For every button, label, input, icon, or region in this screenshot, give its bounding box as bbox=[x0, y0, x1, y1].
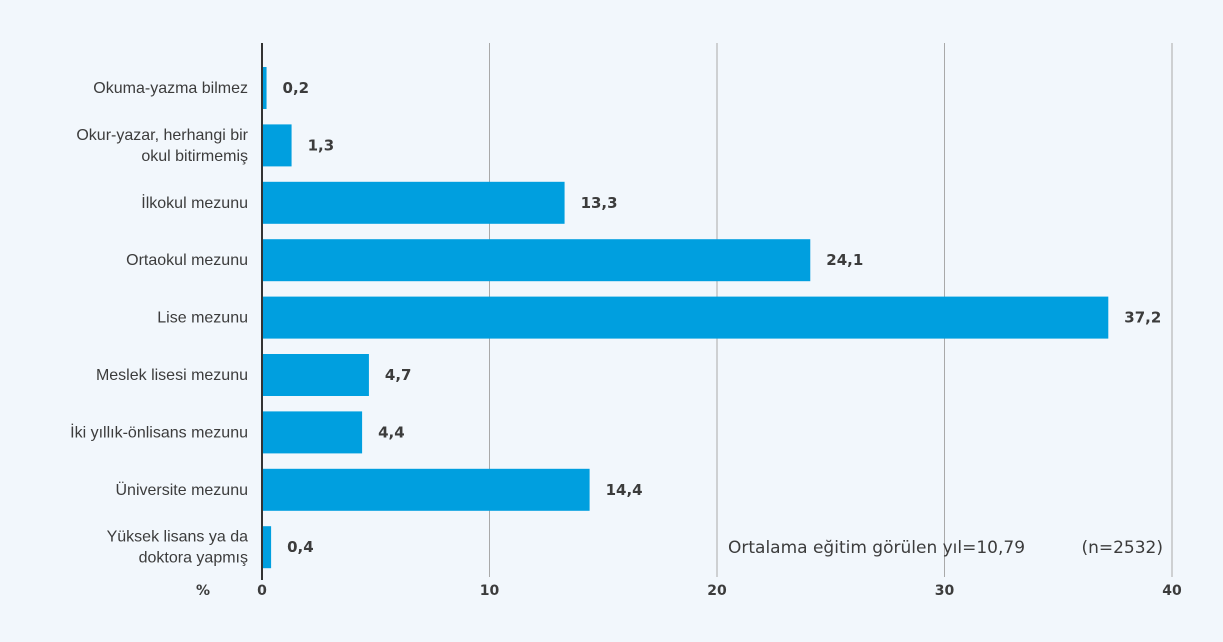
mean-years-annotation: Ortalama eğitim görülen yıl=10,79 bbox=[728, 538, 1025, 558]
x-tick-label: 0 bbox=[257, 583, 267, 599]
category-label: okul bitirmemiş bbox=[141, 148, 248, 165]
value-label: 37,2 bbox=[1124, 309, 1161, 327]
value-label: 24,1 bbox=[826, 251, 863, 269]
category-label: Okur-yazar, herhangi bir bbox=[76, 127, 248, 144]
category-label: İki yıllık-önlisans mezunu bbox=[70, 422, 248, 441]
value-label: 4,7 bbox=[385, 366, 412, 384]
value-label: 4,4 bbox=[378, 423, 405, 441]
category-label: Lise mezunu bbox=[157, 310, 248, 327]
value-label: 13,3 bbox=[581, 194, 618, 212]
category-label: Üniversite mezunu bbox=[116, 481, 249, 499]
category-label: İlkokul mezunu bbox=[141, 193, 248, 212]
category-label: Yüksek lisans ya da bbox=[107, 529, 249, 546]
value-label: 0,2 bbox=[283, 79, 310, 97]
value-label: 1,3 bbox=[308, 136, 335, 154]
bar bbox=[262, 526, 272, 569]
bar bbox=[262, 239, 811, 282]
category-label: Meslek lisesi mezunu bbox=[96, 367, 248, 384]
x-tick-label: 20 bbox=[707, 583, 727, 599]
x-axis-unit-label: % bbox=[196, 583, 210, 599]
sample-size-annotation: (n=2532) bbox=[1081, 538, 1163, 558]
value-label: 14,4 bbox=[606, 481, 643, 499]
value-label: 0,4 bbox=[287, 538, 314, 556]
bar bbox=[262, 411, 363, 454]
bar bbox=[262, 468, 590, 511]
x-tick-label: 30 bbox=[935, 583, 955, 599]
bar bbox=[262, 181, 565, 224]
bar bbox=[262, 124, 292, 167]
category-label: Okuma-yazma bilmez bbox=[93, 80, 248, 97]
bar bbox=[262, 296, 1109, 339]
x-tick-label: 10 bbox=[480, 583, 500, 599]
bar bbox=[262, 67, 267, 109]
x-tick-label: 40 bbox=[1162, 583, 1182, 599]
labels: 0,2 Okuma-yazma bilmez 1,3 Okur-yazar, herh… bbox=[70, 79, 1182, 599]
bars bbox=[262, 67, 1109, 569]
category-label: doktora yapmış bbox=[139, 550, 248, 567]
category-label: Ortaokul mezunu bbox=[126, 252, 248, 269]
bar bbox=[262, 354, 369, 396]
